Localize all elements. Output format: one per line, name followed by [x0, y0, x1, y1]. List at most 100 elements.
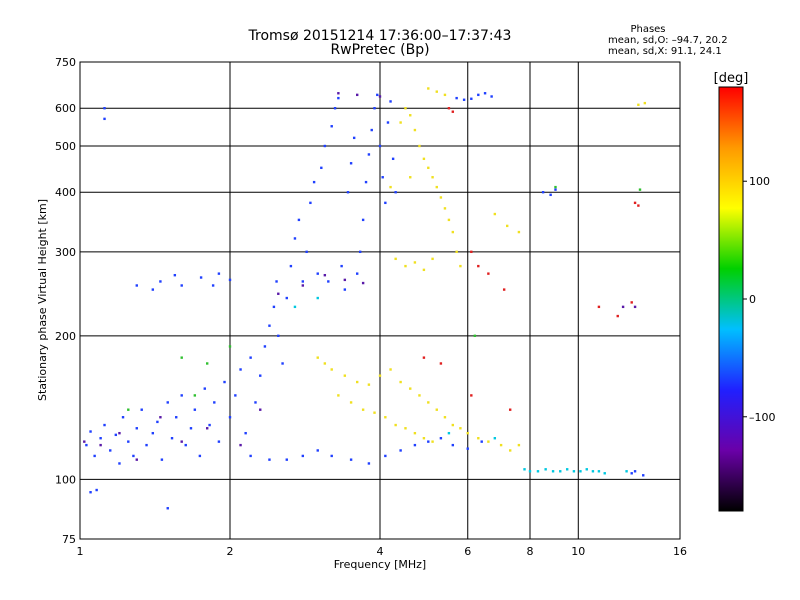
data-point-red: [447, 107, 451, 110]
x-axis-label: Frequency [MHz]: [334, 558, 426, 571]
data-point-x-mode: [435, 185, 438, 189]
data-point-x-mode: [418, 394, 421, 397]
data-point-x-mode: [349, 401, 353, 404]
data-point-o-mode: [198, 454, 202, 458]
data-point-o-mode: [281, 362, 284, 365]
data-point-red: [630, 301, 633, 304]
data-point-o-mode: [249, 356, 252, 359]
data-point-x-mode: [409, 176, 412, 179]
data-point-x-mode: [439, 196, 443, 199]
data-point-x-mode: [443, 93, 447, 97]
data-point-cyan: [565, 468, 569, 471]
data-point-o-mode: [132, 454, 135, 458]
data-point-x-mode: [447, 218, 451, 222]
data-point-o-mode: [549, 193, 552, 197]
data-point-x-mode: [323, 362, 327, 365]
data-point-o-mode: [160, 458, 164, 461]
data-point-red: [439, 362, 443, 365]
data-point-x-mode: [459, 264, 462, 268]
data-point-o-mode: [213, 401, 216, 404]
data-point-red: [502, 288, 506, 291]
data-point-o-mode: [135, 427, 138, 430]
data-point-x-mode: [505, 224, 509, 228]
data-point-o-mode: [166, 507, 169, 510]
y-tick-label: 200: [55, 330, 76, 343]
data-point-o-mode: [275, 280, 278, 283]
data-point-o-mode: [349, 162, 353, 165]
data-point-x-mode: [435, 408, 438, 411]
data-point-o-mode: [455, 96, 458, 100]
data-point-o-mode: [330, 454, 333, 458]
data-point-o-mode: [320, 166, 323, 170]
data-point-purple: [259, 408, 262, 411]
data-point-cyan: [447, 431, 451, 435]
data-point-o-mode: [384, 201, 387, 205]
data-point-x-mode: [399, 121, 402, 124]
data-point-o-mode: [340, 264, 343, 268]
grid-layer: [80, 62, 680, 539]
data-point-o-mode: [151, 288, 155, 291]
data-point-o-mode: [389, 100, 392, 103]
data-point-o-mode: [462, 98, 466, 101]
data-point-purple: [135, 458, 138, 461]
data-point-x-mode: [404, 264, 407, 268]
data-point-red: [470, 250, 473, 254]
x-tick-label: 6: [464, 545, 471, 558]
data-point-cyan: [523, 468, 526, 471]
colorbar-ticks: 100 0 –100: [743, 175, 776, 424]
data-point-cyan: [493, 437, 497, 440]
data-point-o-mode: [268, 458, 271, 461]
data-point-x-mode: [427, 166, 430, 170]
y-tick-label: 300: [55, 246, 76, 259]
data-point-green: [638, 188, 642, 191]
data-point-green: [180, 356, 183, 359]
data-point-x-mode: [637, 103, 640, 107]
data-point-x-mode: [409, 114, 412, 117]
data-point-x-mode: [404, 427, 407, 430]
data-point-o-mode: [239, 368, 242, 371]
data-point-x-mode: [499, 443, 503, 447]
data-point-x-mode: [643, 101, 647, 105]
data-point-cyan: [559, 470, 562, 473]
data-point-o-mode: [263, 345, 267, 348]
data-point-x-mode: [394, 257, 397, 261]
data-point-o-mode: [312, 180, 316, 184]
legend-line-x: mean, sd,X: 91.1, 24.1: [608, 46, 722, 57]
data-point-x-mode: [431, 440, 434, 443]
data-point-x-mode: [343, 374, 347, 377]
data-point-o-mode: [254, 401, 257, 404]
data-point-purple: [180, 440, 183, 443]
data-point-o-mode: [249, 454, 252, 458]
data-point-x-mode: [361, 408, 365, 411]
data-point-x-mode: [508, 449, 512, 452]
data-point-o-mode: [305, 250, 308, 254]
data-point-x-mode: [443, 416, 447, 419]
data-point-purple: [99, 443, 102, 447]
y-tick-label: 75: [62, 533, 76, 546]
data-point-o-mode: [394, 191, 397, 194]
data-point-red: [633, 201, 637, 205]
data-point-x-mode: [451, 423, 455, 427]
data-point-o-mode: [95, 488, 98, 492]
data-point-o-mode: [293, 237, 297, 240]
data-point-green: [205, 362, 209, 365]
data-point-o-mode: [135, 284, 138, 287]
data-point-o-mode: [361, 218, 365, 222]
x-tick-label: 8: [527, 545, 534, 558]
data-point-o-mode: [330, 125, 333, 128]
data-point-o-mode: [203, 387, 206, 390]
data-point-x-mode: [455, 250, 458, 254]
data-point-o-mode: [217, 440, 221, 443]
data-point-purple: [301, 284, 305, 287]
data-point-x-mode: [477, 437, 480, 440]
data-point-x-mode: [373, 411, 376, 414]
data-point-o-mode: [244, 431, 247, 435]
data-point-o-mode: [337, 96, 340, 100]
data-point-o-mode: [466, 447, 469, 450]
points-layer: [83, 87, 647, 510]
data-point-x-mode: [367, 383, 371, 386]
y-ticks: 75 100 200 300 400 500 600 750: [55, 56, 76, 546]
data-point-o-mode: [272, 305, 276, 309]
data-point-x-mode: [384, 416, 387, 419]
